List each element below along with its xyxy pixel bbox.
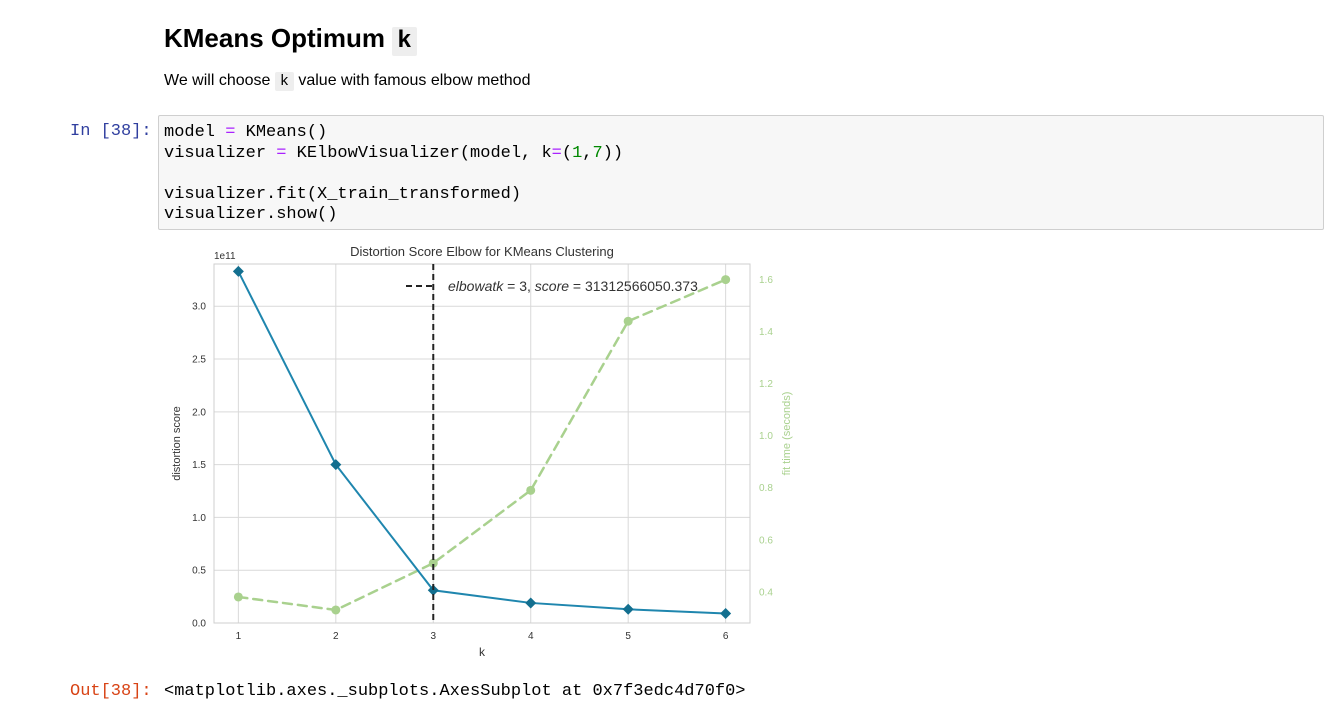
- code-line-2: visualizer = KElbowVisualizer(model, k=(…: [164, 144, 1323, 165]
- paragraph-code: k: [274, 72, 294, 91]
- y2-tick-label: 1.0: [759, 431, 773, 442]
- y-multiplier-label: 1e11: [214, 251, 236, 262]
- distortion-line: [237, 270, 726, 615]
- code-line-1: model = KMeans(): [164, 123, 1323, 144]
- right-axis-ticks: 0.4 0.6 0.8 1.0 1.2 1.4 1.6: [759, 275, 773, 598]
- legend-elbow-text-d: = 31312566050.373: [569, 278, 698, 294]
- chart-background: [160, 240, 820, 665]
- x-tick-label: 3: [430, 631, 436, 642]
- code-line-4: visualizer.fit(X_train_transformed): [164, 184, 522, 204]
- code-number: 7: [592, 143, 603, 163]
- heading-text: KMeans Optimum: [164, 23, 386, 53]
- y2-tick-label: 0.4: [759, 587, 773, 598]
- chart-legend: elbowatk = 3, score = 31312566050.373: [406, 278, 698, 294]
- elbow-chart: 0.0 0.5 1.0 1.5 2.0 2.5 3.0 0.4 0.6 0.8 1.0 1.2 1.4…: [160, 240, 820, 665]
- input-prompt: In [38]:: [70, 122, 152, 141]
- code-line-5: visualizer.show(): [164, 205, 338, 224]
- chart-title: Distortion Score Elbow for KMeans Cluste…: [350, 244, 614, 259]
- y-tick-label: 1.0: [192, 513, 206, 524]
- distortion-point: [330, 459, 342, 471]
- fit-time-point: [623, 316, 633, 326]
- code-operator: =: [225, 123, 236, 142]
- y-tick-label: 2.0: [192, 407, 206, 418]
- distortion-point: [622, 603, 634, 615]
- x-tick-label: 6: [723, 631, 729, 642]
- y2-axis-label: fit time (seconds): [781, 392, 793, 476]
- legend-elbow-label: elbowatk = 3, score = 31312566050.373: [448, 278, 698, 294]
- code-token: )): [602, 143, 624, 163]
- y-tick-label: 1.5: [192, 460, 206, 471]
- code-token: model: [164, 123, 226, 142]
- y-axis-label: distortion score: [171, 406, 183, 481]
- heading-code: k: [392, 27, 417, 56]
- code-token: (: [561, 143, 573, 163]
- legend-elbow-text-b: = 3,: [503, 278, 535, 294]
- y2-tick-label: 0.8: [759, 483, 773, 494]
- fit-time-point: [721, 275, 731, 285]
- markdown-heading: KMeans Optimum k: [164, 20, 417, 60]
- code-token: KMeans(): [235, 123, 328, 142]
- code-token: visualizer: [164, 143, 277, 163]
- code-number: 1: [572, 143, 583, 163]
- code-operator: =: [551, 143, 562, 163]
- y-tick-label: 3.0: [192, 302, 206, 313]
- x-tick-label: 4: [528, 631, 534, 642]
- fit-time-point: [526, 485, 536, 495]
- code-operator: =: [276, 143, 287, 163]
- y2-tick-label: 1.2: [759, 379, 773, 390]
- legend-elbow-text-a: elbowatk: [448, 278, 504, 294]
- chart-series: [232, 264, 732, 623]
- paragraph-text-before: We will choose: [164, 72, 271, 89]
- elbow-chart-output: 0.0 0.5 1.0 1.5 2.0 2.5 3.0 0.4 0.6 0.8 1.0 1.2 1.4…: [160, 240, 820, 670]
- x-tick-label: 1: [236, 631, 242, 642]
- code-token: KElbowVisualizer(model, k: [286, 143, 552, 163]
- fit-time-line: [237, 278, 727, 612]
- distortion-point: [720, 607, 732, 619]
- fit-time-point: [331, 605, 341, 615]
- left-axis-ticks: 0.0 0.5 1.0 1.5 2.0 2.5 3.0: [192, 302, 206, 630]
- y2-tick-label: 1.6: [759, 275, 773, 286]
- fit-time-point: [233, 592, 243, 602]
- x-tick-label: 5: [625, 631, 631, 642]
- y-tick-label: 0.0: [192, 619, 206, 630]
- plot-frame: [213, 263, 751, 624]
- y-tick-label: 2.5: [192, 355, 206, 366]
- output-prompt: Out[38]:: [70, 682, 152, 701]
- distortion-point: [525, 597, 537, 609]
- x-axis-label: k: [479, 645, 486, 659]
- code-token: ,: [582, 143, 593, 163]
- legend-elbow-text-c: score: [535, 278, 569, 294]
- markdown-paragraph: We will choose k value with famous elbow…: [164, 70, 530, 93]
- fit-time-point: [428, 558, 438, 568]
- code-line-3: [164, 164, 1323, 185]
- paragraph-text-after: value with famous elbow method: [298, 72, 531, 89]
- output-text: <matplotlib.axes._subplots.AxesSubplot a…: [164, 682, 746, 701]
- x-axis-ticks: 1 2 3 4 5 6: [236, 631, 729, 642]
- code-cell-editor[interactable]: model = KMeans() visualizer = KElbowVisu…: [158, 115, 1324, 230]
- distortion-point: [427, 584, 439, 596]
- y2-tick-label: 0.6: [759, 535, 773, 546]
- y2-tick-label: 1.4: [759, 327, 773, 338]
- x-tick-label: 2: [333, 631, 339, 642]
- y-tick-label: 0.5: [192, 566, 206, 577]
- distortion-point: [232, 265, 244, 277]
